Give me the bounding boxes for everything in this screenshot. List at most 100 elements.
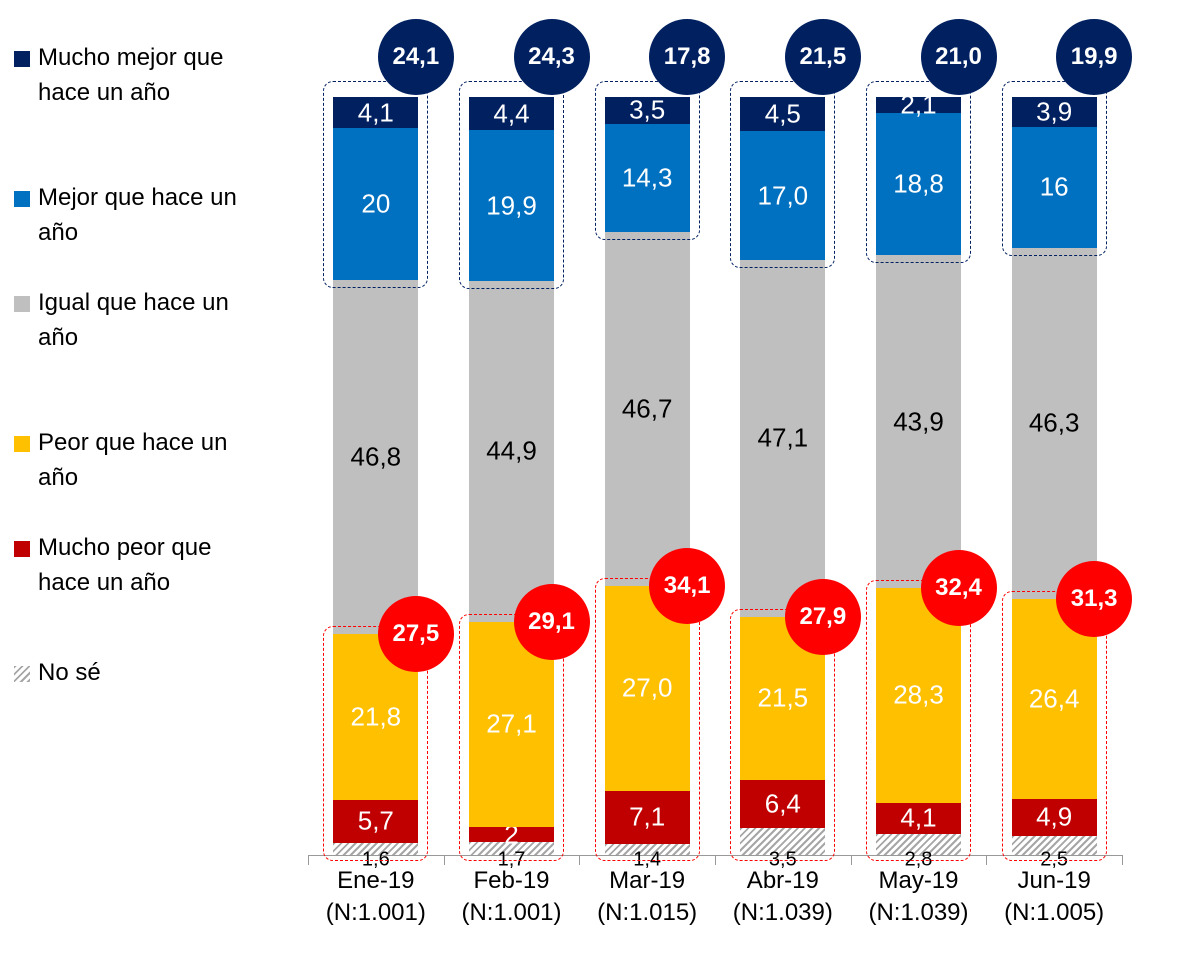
bar-segment <box>469 130 554 282</box>
data-label: 18,8 <box>893 168 944 199</box>
positive-group-box <box>730 81 836 268</box>
data-label: 46,3 <box>1028 407 1080 438</box>
negative-total: 32,4 <box>920 550 997 627</box>
bar-segment <box>333 97 419 129</box>
x-tick <box>443 855 445 865</box>
x-tick <box>579 855 581 865</box>
bar-segment <box>604 97 690 124</box>
data-label: 26,4 <box>1028 683 1080 714</box>
positive-group-box <box>323 81 429 288</box>
data-label: 7,1 <box>629 801 666 832</box>
data-label: 46,8 <box>350 441 402 472</box>
positive-group-box <box>459 81 564 290</box>
negative-group-box <box>866 580 971 861</box>
x-tick <box>850 855 852 865</box>
negative-total: 27,9 <box>784 578 861 655</box>
x-tick-label: Jun-19 (N:1.005) <box>1004 867 1105 926</box>
data-label: 2,5 <box>1040 848 1069 871</box>
x-tick-label: Ene-19 (N:1.001) <box>325 867 426 926</box>
data-label: 4,1 <box>900 802 937 833</box>
legend-label: Mucho peor que hace un año <box>38 534 212 596</box>
legend-label: No sé <box>38 659 101 686</box>
x-tick <box>308 855 309 865</box>
bar-segment <box>333 128 419 280</box>
data-label: 27,1 <box>486 708 537 739</box>
data-label: 1,4 <box>633 848 662 871</box>
data-label: 17,0 <box>757 180 809 211</box>
bar-segment <box>604 123 690 232</box>
data-label: 21,5 <box>757 682 809 713</box>
legend-swatch <box>14 296 30 312</box>
data-label: 4,9 <box>1036 801 1073 832</box>
data-label: 6,4 <box>764 788 801 819</box>
data-label: 5,7 <box>357 805 394 836</box>
data-label: 47,1 <box>757 422 809 453</box>
bar-segment <box>740 131 826 260</box>
negative-group-box <box>323 626 429 861</box>
data-label: 46,7 <box>621 393 673 424</box>
x-tick-label: Abr-19 (N:1.039) <box>732 867 833 926</box>
data-label: 16 <box>1039 171 1069 202</box>
bar-segment <box>333 279 419 635</box>
x-tick <box>715 855 716 865</box>
bar-segment <box>604 790 690 845</box>
bar-segment <box>1011 247 1097 599</box>
data-label: 2,8 <box>904 848 933 871</box>
positive-total: 24,1 <box>377 19 454 95</box>
bar-segment <box>876 112 961 256</box>
data-label: 2,1 <box>900 89 937 120</box>
bar-segment <box>333 799 419 843</box>
data-label: 4,1 <box>357 97 394 128</box>
bar-segment <box>740 828 826 855</box>
legend-label: Igual que hace un año <box>38 289 229 351</box>
positive-total: 24,3 <box>513 19 590 95</box>
bar-segment <box>1011 798 1097 837</box>
positive-group-box <box>1001 81 1107 256</box>
negative-total: 29,1 <box>513 583 590 660</box>
legend-swatch <box>14 666 30 682</box>
bar-segment <box>876 833 961 855</box>
positive-group-box <box>866 81 971 264</box>
data-label: 20 <box>361 188 391 219</box>
negative-group-box <box>730 608 836 861</box>
data-label: 19,9 <box>486 190 537 221</box>
x-tick <box>1122 855 1123 865</box>
data-label: 43,9 <box>893 406 944 437</box>
legend-swatch <box>14 541 30 557</box>
legend-label: Mucho mejor que hace un año <box>38 44 224 106</box>
data-label: 27,0 <box>621 672 673 703</box>
legend-label: Mejor que hace un año <box>38 184 237 246</box>
data-label: 4,5 <box>764 98 801 129</box>
legend-swatch <box>14 51 30 67</box>
positive-group-box <box>594 81 700 240</box>
bar-segment <box>469 281 554 622</box>
negative-group-box <box>1001 590 1107 861</box>
bar-segment <box>604 844 690 855</box>
negative-total: 34,1 <box>649 547 726 624</box>
bar-segment <box>876 97 961 113</box>
negative-total: 31,3 <box>1056 560 1133 637</box>
data-label: 4,4 <box>493 98 530 129</box>
bar-segment <box>740 779 826 829</box>
positive-total: 17,8 <box>649 19 726 95</box>
bar-segment <box>740 259 826 617</box>
bar-segment <box>1011 126 1097 248</box>
data-label: 3,5 <box>768 848 797 871</box>
x-tick <box>986 855 988 865</box>
bar-segment <box>333 842 419 855</box>
legend-swatch <box>14 191 30 207</box>
legend-swatch <box>14 436 30 452</box>
data-label: 3,5 <box>629 94 666 125</box>
bar-segment <box>469 97 554 131</box>
bar-segment <box>876 255 961 589</box>
data-label: 21,8 <box>350 701 402 732</box>
data-label: 44,9 <box>486 435 537 466</box>
positive-total: 21,5 <box>784 19 861 95</box>
bar-segment <box>1011 836 1097 855</box>
bar-segment <box>469 842 554 855</box>
x-tick-label: Feb-19 (N:1.001) <box>461 867 562 926</box>
legend-label: Peor que hace un año <box>38 429 228 491</box>
positive-total: 19,9 <box>1056 19 1133 95</box>
data-label: 3,9 <box>1036 96 1073 127</box>
